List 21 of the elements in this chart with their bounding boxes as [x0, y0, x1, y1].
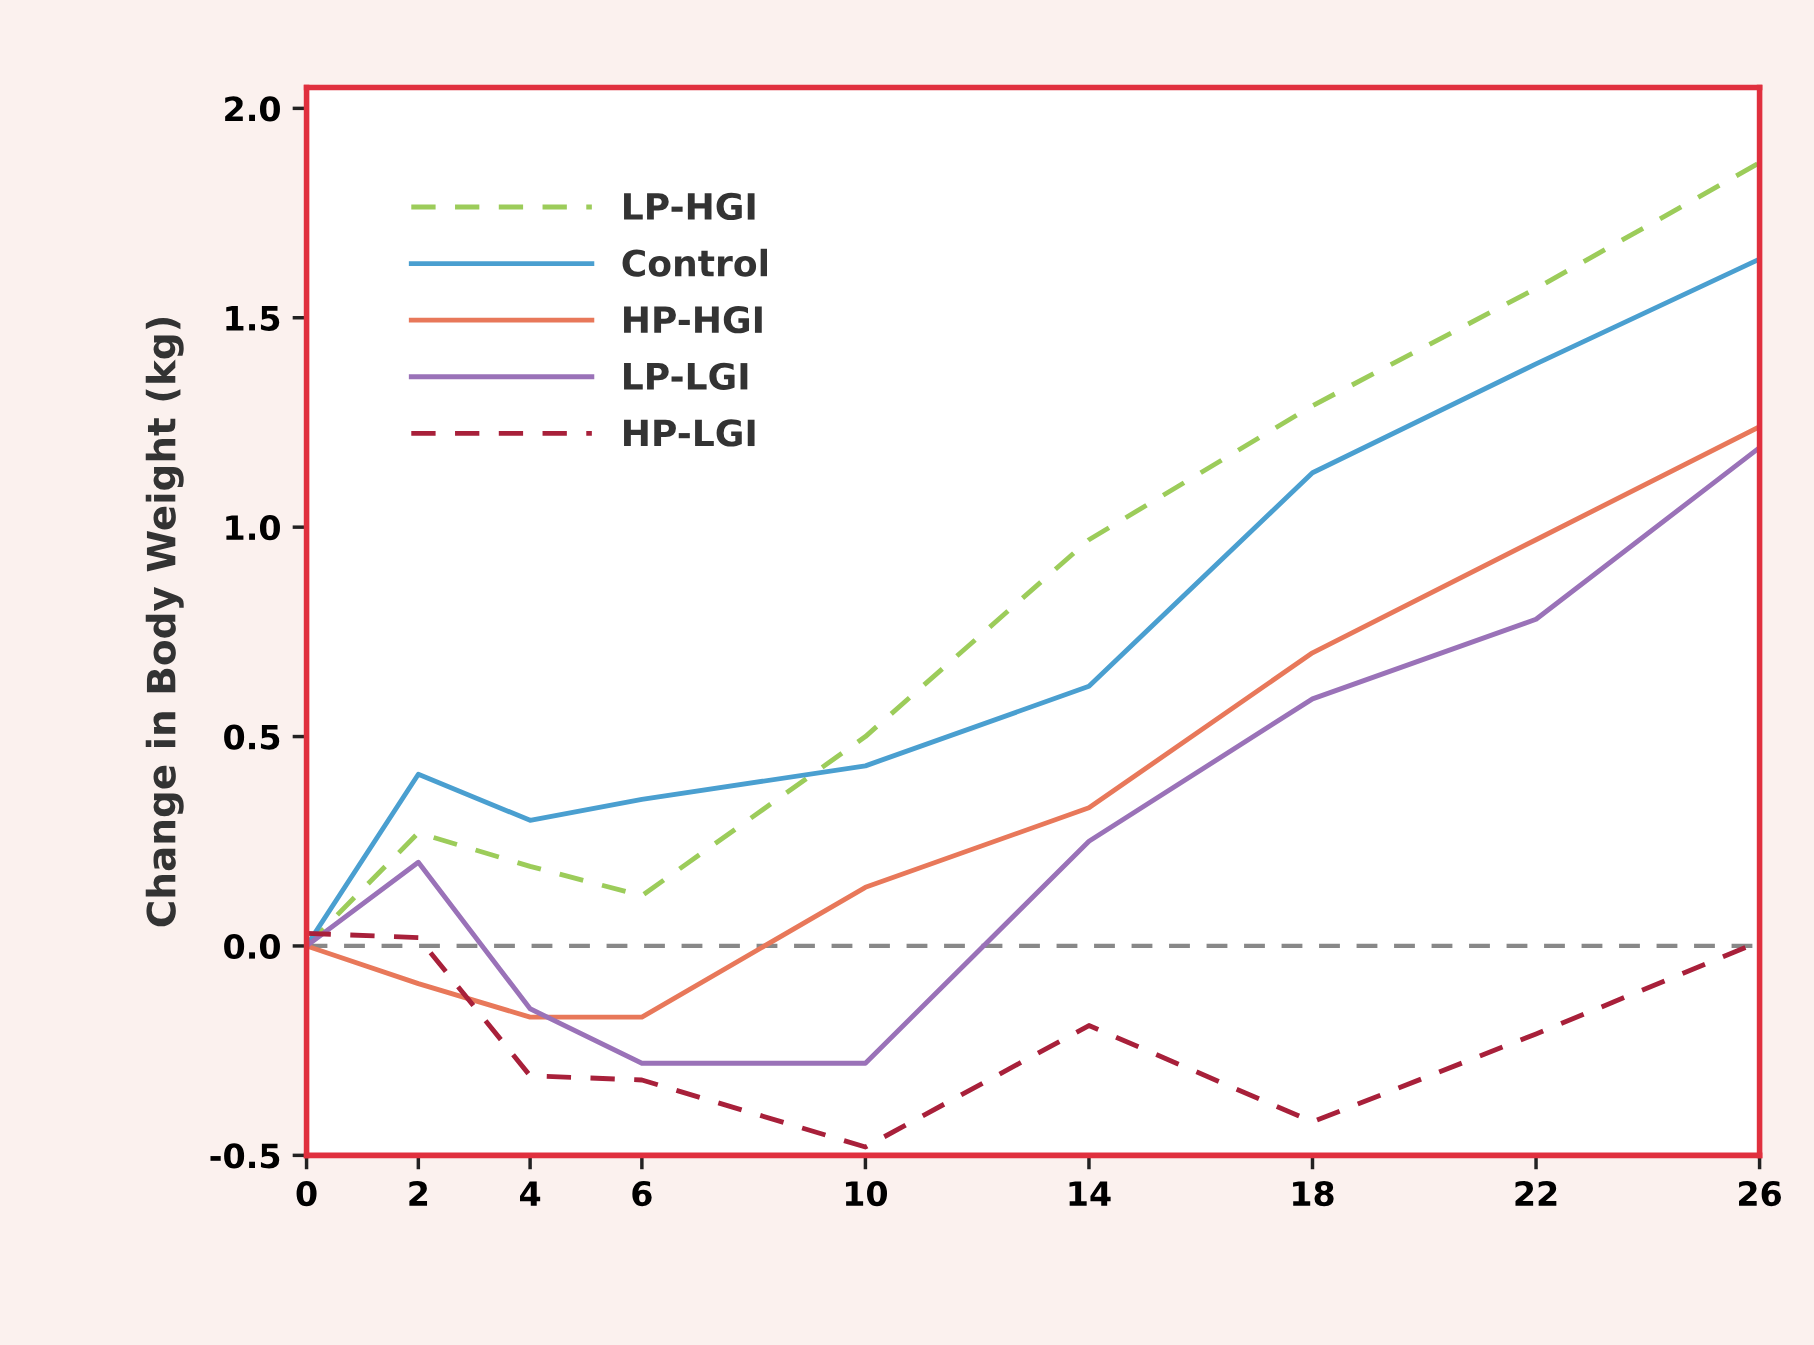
y-tick-label: 1.5 [226, 306, 280, 331]
x-tick-label: 18 [1293, 1180, 1334, 1207]
y-tick-label: -0.5 [210, 1143, 280, 1169]
x-tick-label: 4 [520, 1181, 541, 1206]
x-tick-label: 26 [1739, 1180, 1781, 1207]
x-tick-label: 0 [296, 1180, 317, 1207]
legend-label: HP-LGI [624, 419, 755, 447]
y-axis-title: Change in Body Weight (kg) [145, 317, 184, 927]
y-tick-label: 2.0 [225, 96, 280, 122]
legend-label: Control [622, 248, 767, 277]
y-tick-label: 0.5 [224, 724, 280, 750]
legend-label: LP-HGI [624, 192, 755, 221]
y-tick-label: 1.0 [226, 515, 280, 541]
y-tick-label: 0.0 [224, 933, 280, 960]
legend-label: HP-HGI [624, 306, 762, 334]
x-tick-label: 22 [1515, 1180, 1557, 1206]
legend-label: LP-LGI [624, 362, 748, 390]
x-tick-label: 6 [632, 1180, 652, 1207]
x-tick-label: 10 [845, 1180, 888, 1207]
x-tick-label: 2 [409, 1180, 428, 1206]
x-tick-label: 14 [1069, 1181, 1111, 1206]
